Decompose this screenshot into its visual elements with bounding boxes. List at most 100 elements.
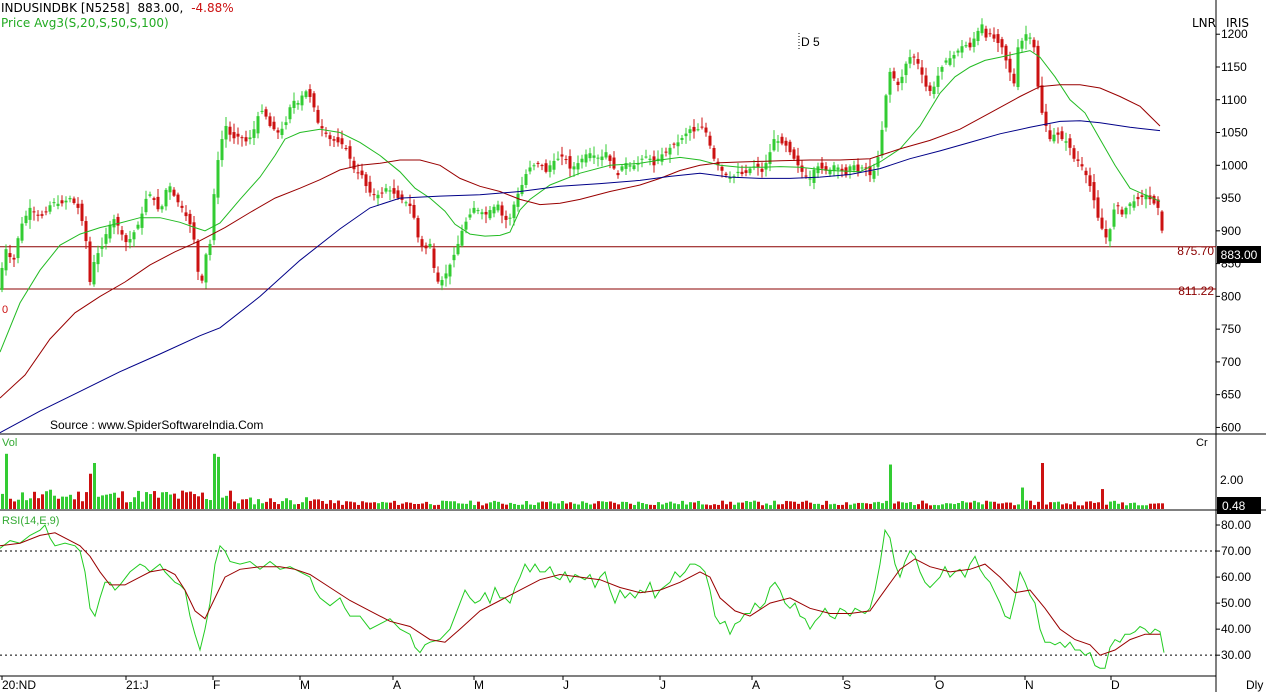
volume-bar	[317, 499, 320, 509]
volume-bar	[13, 501, 16, 509]
volume-bar	[997, 503, 1000, 509]
x-axis-label: M	[474, 678, 484, 692]
candle-body	[904, 63, 908, 76]
volume-bar	[385, 502, 388, 509]
x-axis-labels: 20:ND 21:J F M A M J J A S O N D	[1, 676, 1120, 692]
volume-bar	[337, 500, 340, 509]
volume-bar	[873, 502, 876, 509]
volume-bar	[225, 495, 228, 509]
candle-body	[1032, 39, 1036, 48]
volume-bar	[1145, 505, 1148, 509]
candle-body	[1028, 37, 1032, 39]
volume-bar	[541, 501, 544, 509]
candle-body	[776, 141, 780, 143]
candle-body	[508, 217, 512, 219]
volume-bar	[1097, 502, 1100, 509]
rsi-title: RSI(14,E,9)	[2, 515, 59, 527]
volume-bar	[525, 501, 528, 509]
volume-bar	[17, 499, 20, 509]
volume-bar	[857, 502, 860, 509]
volume-bar	[917, 504, 920, 509]
candle-body	[156, 196, 160, 210]
candle-body	[312, 93, 316, 108]
volume-bar	[573, 503, 576, 509]
candle-body	[332, 139, 336, 141]
volume-bar	[421, 503, 424, 509]
volume-bar	[893, 503, 896, 509]
candle-body	[528, 167, 532, 172]
candle-body	[248, 137, 252, 140]
candle-body	[860, 167, 864, 169]
volume-bar	[865, 503, 868, 509]
volume-bar	[21, 492, 24, 509]
volume-bar	[989, 501, 992, 509]
candle-body	[200, 275, 204, 281]
volume-bar	[985, 500, 988, 509]
volume-bar	[325, 503, 328, 509]
volume-bar	[569, 502, 572, 509]
candle-body	[276, 130, 280, 133]
volume-bar	[793, 501, 796, 509]
candle-body	[584, 154, 588, 163]
volume-bar	[397, 504, 400, 509]
volume-bar	[345, 501, 348, 509]
volume-bar	[557, 503, 560, 509]
volume-bar	[1149, 503, 1152, 509]
candle-body	[596, 157, 600, 159]
volume-bar	[333, 503, 336, 509]
candle-body	[360, 170, 364, 176]
volume-bar	[193, 494, 196, 509]
candle-body	[100, 246, 104, 249]
volume-bar	[425, 501, 428, 509]
candle-body	[252, 129, 256, 138]
volume-bar	[657, 502, 660, 509]
candle-body	[1092, 182, 1096, 201]
candle-body	[1152, 195, 1156, 204]
volume-bar	[341, 504, 344, 509]
candle-body	[772, 139, 776, 151]
volume-bar	[361, 501, 364, 509]
candle-body	[588, 153, 592, 159]
volume-bar	[661, 504, 664, 509]
volume-bar	[5, 453, 8, 509]
volume-bar	[65, 496, 68, 509]
candle-body	[948, 58, 952, 65]
candle-body	[512, 204, 516, 219]
volume-bar	[821, 504, 824, 509]
volume-bar	[101, 495, 104, 509]
candle-body	[1156, 199, 1160, 208]
candle-body	[944, 60, 948, 63]
candle-body	[1012, 73, 1016, 84]
candle-body	[172, 189, 176, 196]
volume-bar	[269, 498, 272, 509]
volume-bar	[809, 502, 812, 509]
volume-bar	[969, 502, 972, 509]
candle-body	[76, 203, 80, 208]
volume-bar	[117, 497, 120, 509]
volume-bar	[773, 500, 776, 509]
volume-bar	[57, 498, 60, 509]
volume-bar	[133, 497, 136, 509]
candle-body	[420, 239, 424, 247]
volume-bar	[597, 501, 600, 509]
volume-bar	[25, 500, 28, 509]
candle-body	[1000, 39, 1004, 48]
volume-bar	[1113, 500, 1116, 509]
sma50-line	[0, 84, 1161, 399]
candle-body	[544, 163, 548, 172]
volume-bar	[213, 453, 216, 509]
candle-body	[336, 137, 340, 143]
volume-bar	[549, 501, 552, 509]
volume-bar	[273, 502, 276, 509]
candle-body	[996, 34, 1000, 43]
candle-body	[220, 139, 224, 161]
volume-bar	[561, 501, 564, 509]
volume-bar	[73, 499, 76, 509]
candle-body	[1040, 85, 1044, 113]
volume-bar	[181, 490, 184, 509]
volume-bar	[685, 504, 688, 509]
volume-bar	[833, 503, 836, 509]
volume-bar	[373, 502, 376, 509]
volume-bar	[605, 501, 608, 509]
